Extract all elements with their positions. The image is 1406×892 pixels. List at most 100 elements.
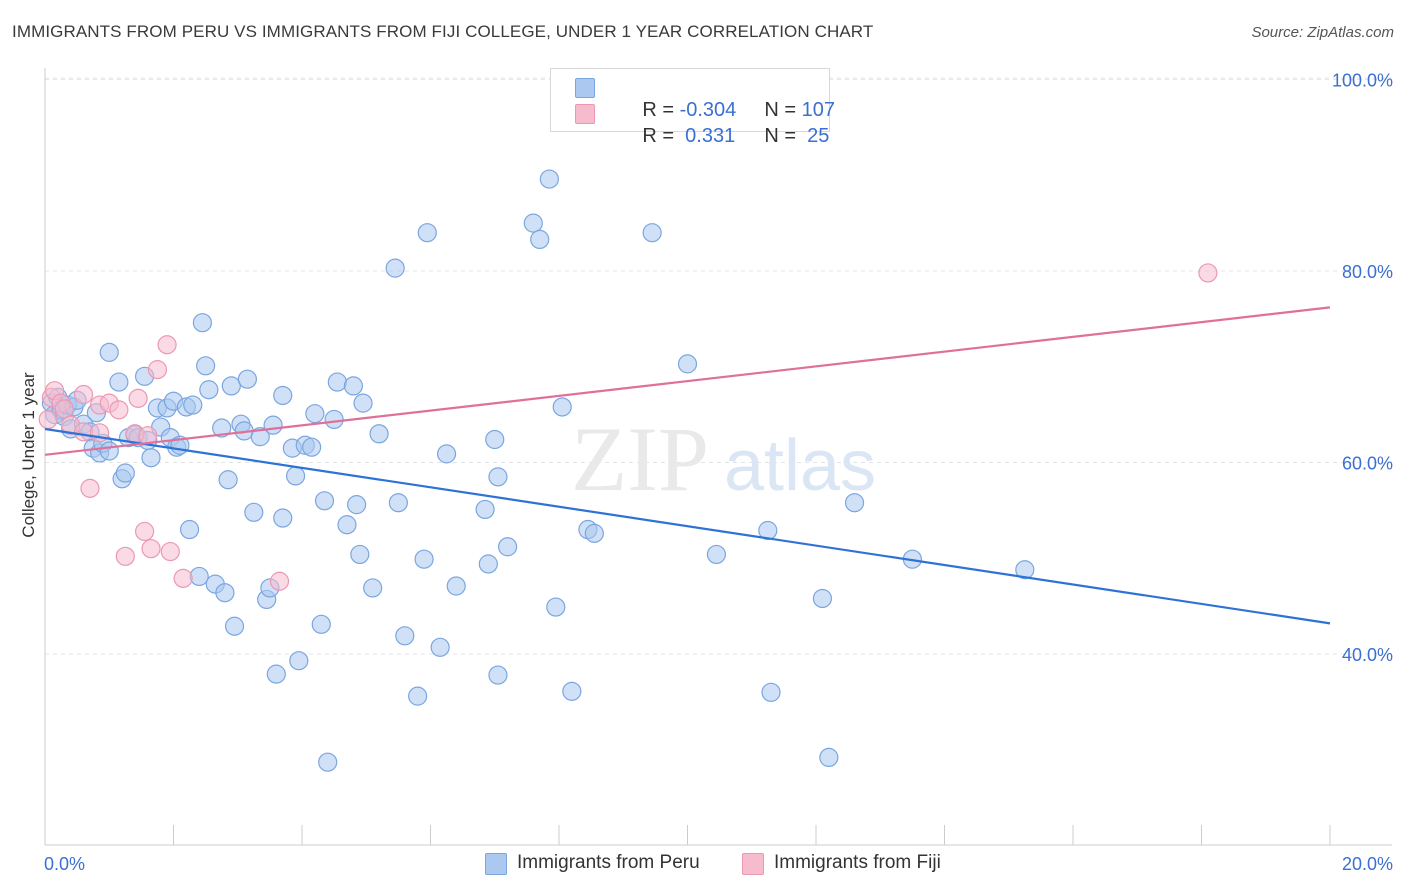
- peru-point: [530, 229, 550, 250]
- x-tick-label: 20.0%: [1342, 854, 1393, 874]
- peru-point: [475, 499, 495, 520]
- fiji-point: [173, 568, 193, 588]
- peru-point: [562, 681, 582, 701]
- peru-point: [337, 515, 357, 535]
- peru-point: [199, 380, 219, 400]
- peru-point: [237, 369, 257, 389]
- peru-point: [385, 258, 405, 278]
- legend-r-label: R =: [642, 125, 680, 147]
- fiji-point: [160, 541, 180, 562]
- peru-point: [221, 376, 241, 396]
- peru-point: [395, 626, 415, 646]
- peru-point: [250, 427, 270, 447]
- y-axis-label: College, Under 1 year: [19, 372, 38, 538]
- y-tick-label: 60.0%: [1342, 454, 1393, 474]
- bottom-legend-swatch-peru: [485, 853, 507, 875]
- chart-source: Source: ZipAtlas.com: [1251, 24, 1394, 41]
- legend-box: R = -0.304 N = 107 R = 0.331 N = 25: [550, 68, 835, 147]
- peru-point: [539, 169, 559, 189]
- peru-point: [192, 313, 213, 333]
- peru-point: [99, 441, 119, 461]
- fiji-point: [109, 400, 129, 420]
- peru-point: [302, 437, 322, 457]
- peru-point: [1015, 560, 1035, 580]
- peru-point: [285, 466, 306, 486]
- peru-point: [363, 578, 383, 598]
- peru-point: [189, 566, 209, 587]
- peru-point: [273, 508, 293, 528]
- peru-point: [141, 448, 161, 468]
- peru-point: [263, 415, 283, 435]
- fiji-point: [73, 422, 94, 442]
- peru-point: [761, 682, 781, 702]
- peru-point: [314, 491, 335, 511]
- legend-r-value: -0.304: [679, 99, 737, 121]
- peru-point: [289, 651, 309, 671]
- x-tick-label: 0.0%: [44, 854, 85, 874]
- peru-point: [115, 463, 135, 483]
- peru-point: [642, 223, 662, 243]
- peru-point: [212, 418, 232, 438]
- fiji-point: [1198, 263, 1218, 283]
- peru-point: [327, 372, 347, 392]
- peru-point: [109, 372, 129, 392]
- watermark-atlas: atlas: [724, 426, 876, 506]
- fiji-point: [157, 335, 177, 355]
- peru-point: [305, 404, 325, 424]
- peru-point: [436, 444, 457, 464]
- peru-point: [758, 520, 778, 541]
- y-tick-label: 100.0%: [1332, 71, 1393, 91]
- peru-point: [417, 223, 437, 243]
- legend-r-value: 0.331: [679, 125, 736, 147]
- fiji-point: [141, 539, 161, 559]
- peru-point: [347, 495, 367, 515]
- legend-n-value: 25: [801, 125, 830, 147]
- peru-point: [446, 576, 466, 596]
- peru-point: [552, 397, 572, 417]
- fiji-point: [38, 409, 58, 430]
- peru-point: [414, 549, 434, 569]
- peru-point: [311, 614, 331, 634]
- peru-point: [215, 583, 235, 603]
- bottom-legend-label-peru: Immigrants from Peru: [517, 852, 700, 873]
- peru-point: [99, 342, 119, 362]
- peru-point: [478, 554, 498, 574]
- legend-swatch-fiji: [575, 104, 595, 124]
- peru-point: [523, 213, 543, 233]
- peru-point: [388, 493, 408, 513]
- peru-point: [488, 665, 508, 685]
- peru-point: [498, 537, 518, 557]
- legend-n-label: N =: [764, 125, 802, 147]
- peru-point: [546, 597, 566, 617]
- peru-point: [224, 616, 245, 636]
- peru-point: [844, 493, 865, 513]
- peru-point: [318, 752, 338, 772]
- fiji-trend-line: [44, 306, 1331, 456]
- peru-point: [706, 544, 727, 565]
- peru-point: [488, 467, 508, 487]
- tick-label-layer: 40.0% 60.0% 80.0% 100.0% 0.0% 20.0%: [44, 71, 1393, 875]
- peru-point: [179, 519, 200, 540]
- peru-point: [196, 356, 216, 376]
- peru-point: [266, 664, 286, 684]
- peru-trend-line: [44, 427, 1331, 625]
- y-tick-label: 80.0%: [1342, 262, 1393, 282]
- peru-point: [273, 385, 293, 406]
- peru-point: [218, 470, 238, 490]
- peru-point: [369, 424, 389, 444]
- peru-point: [244, 502, 264, 522]
- peru-point: [819, 747, 839, 768]
- peru-point: [584, 523, 604, 543]
- legend-n-label: N =: [764, 99, 802, 121]
- peru-point: [485, 429, 505, 450]
- legend-row-fiji: R = 0.331 N = 25: [575, 102, 829, 147]
- legend-n-value: 107: [801, 99, 835, 121]
- fiji-point: [128, 388, 148, 408]
- fiji-point: [73, 384, 94, 405]
- watermark-zip: ZIP: [571, 408, 709, 510]
- peru-point: [430, 637, 450, 657]
- fiji-point: [54, 399, 74, 419]
- peru-point: [324, 409, 344, 430]
- fiji-point: [269, 571, 290, 591]
